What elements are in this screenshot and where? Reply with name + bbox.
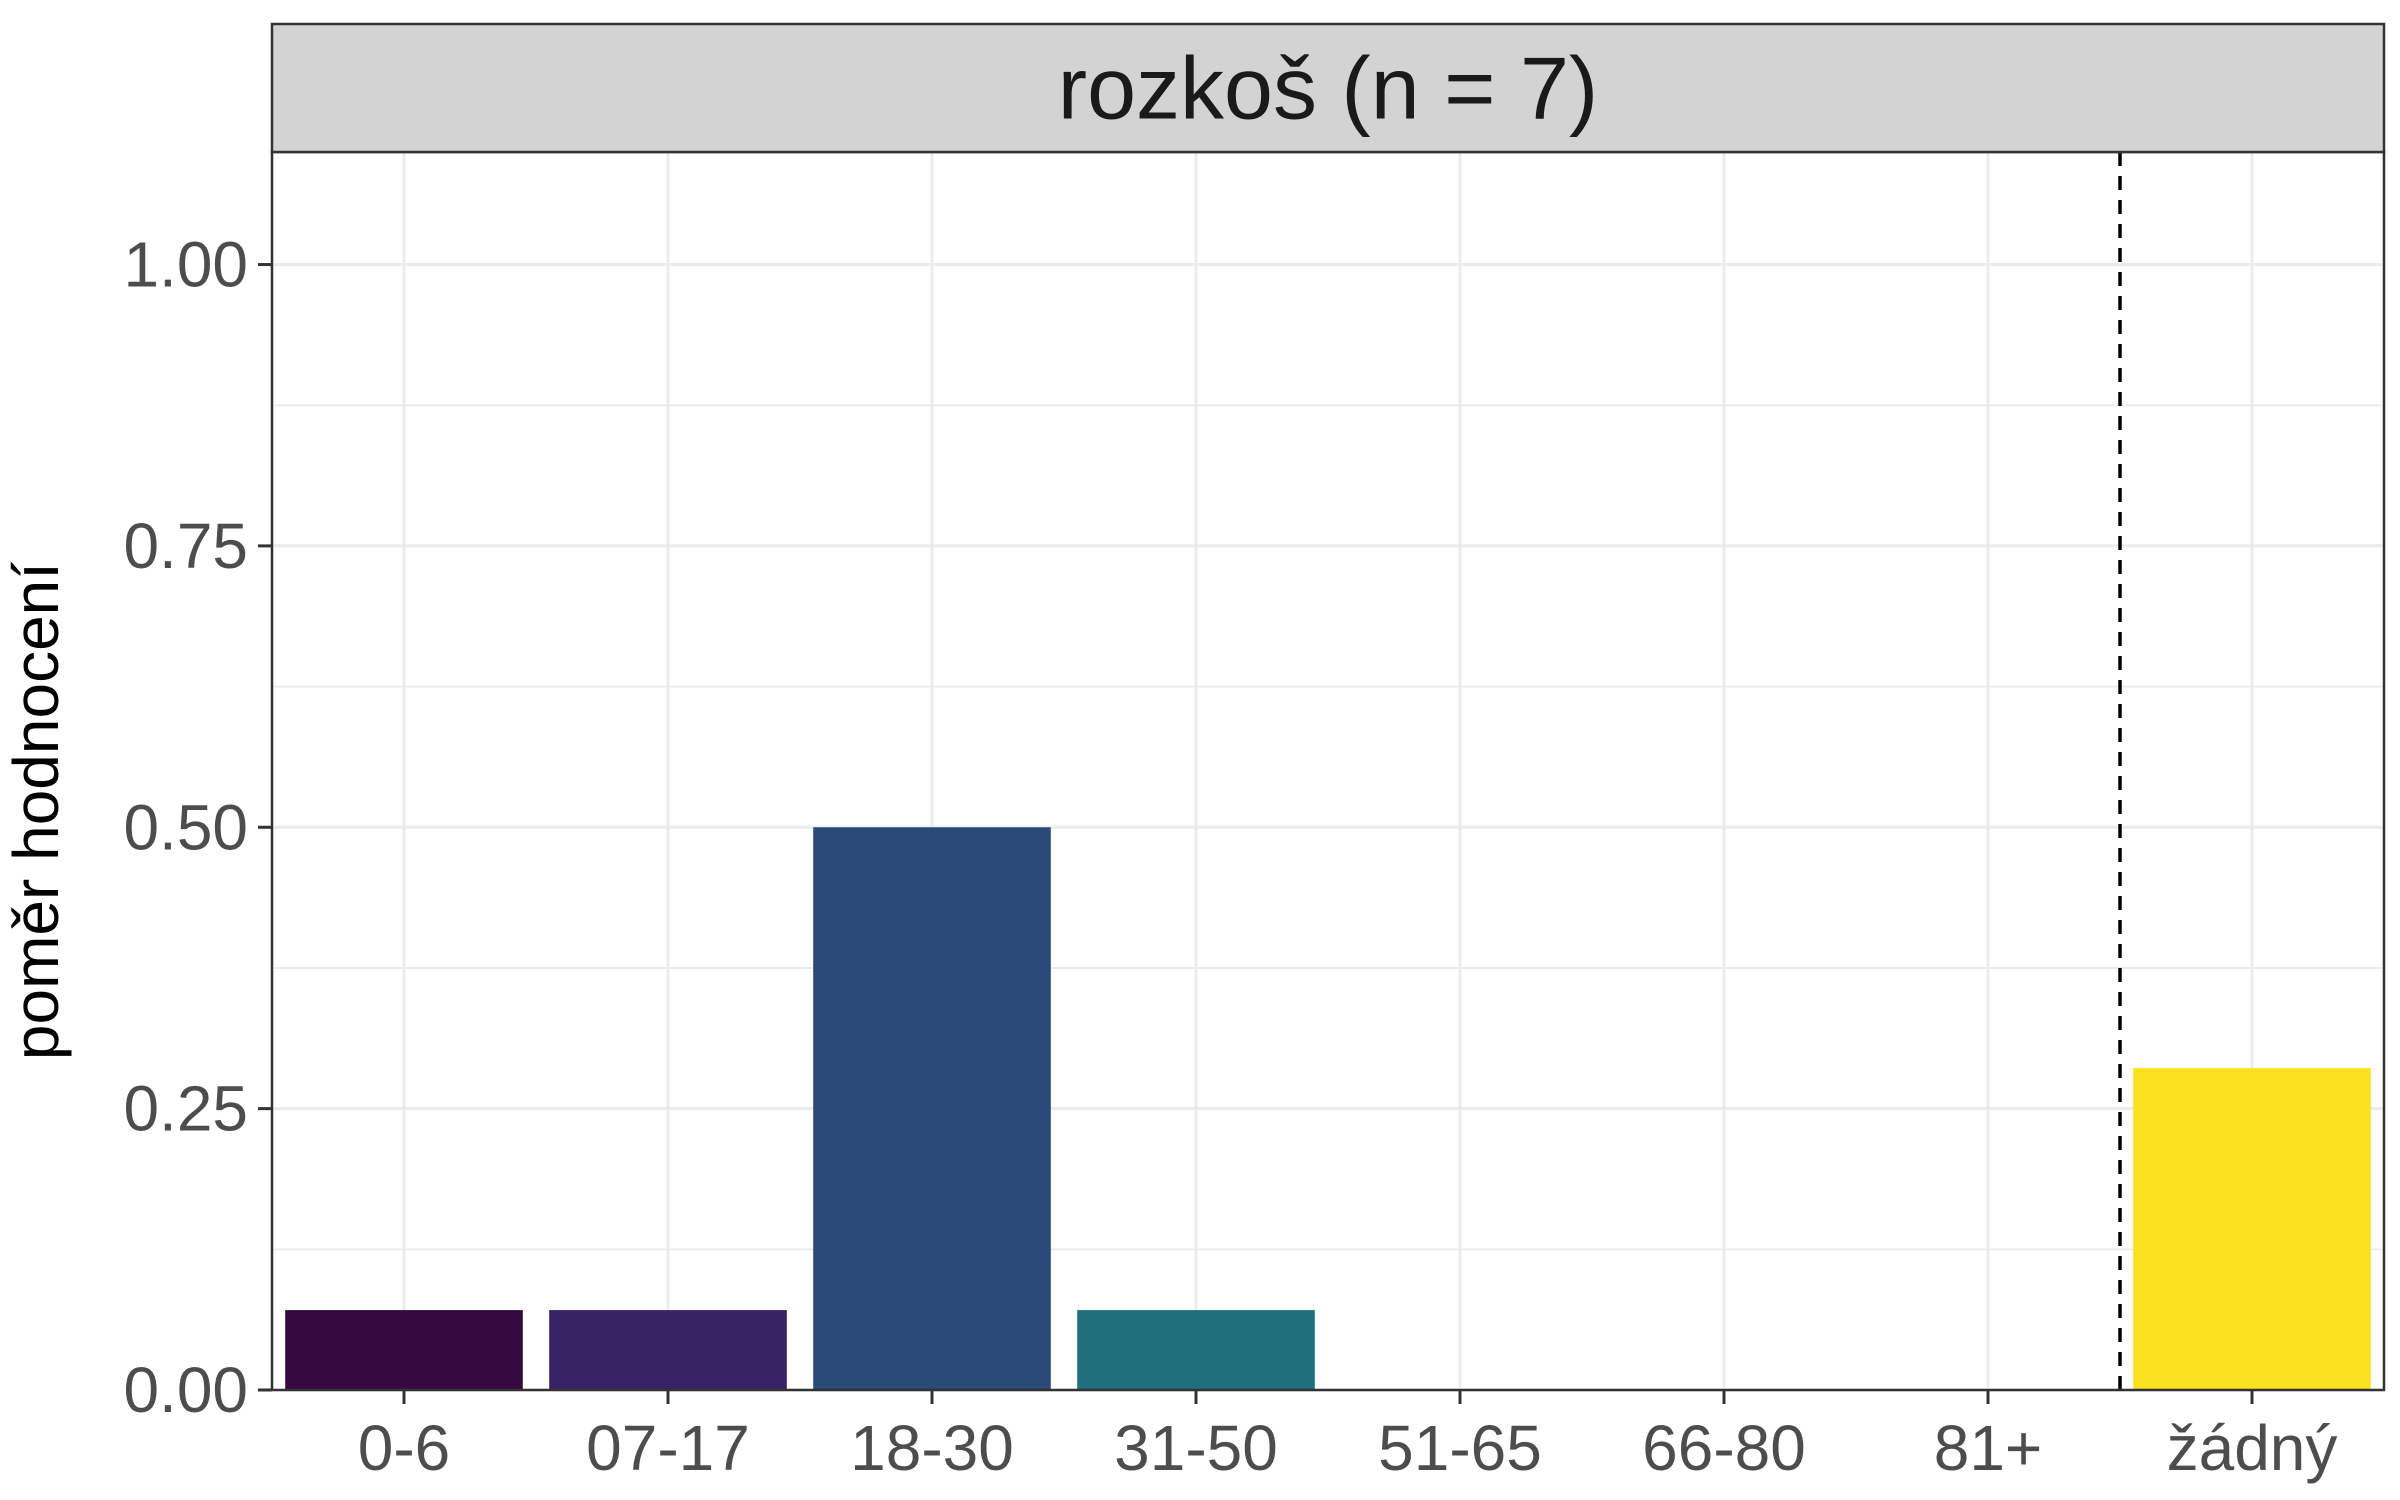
bar-0-6 [285, 1310, 523, 1390]
y-axis-title: poměr hodnocení [0, 562, 72, 1060]
x-tick-label: 07-17 [586, 1412, 750, 1484]
bar-31-50 [1077, 1310, 1315, 1390]
x-axis: 0-6 07-17 18-30 31-50 51-65 66-80 81+ žádný [358, 1390, 2338, 1484]
x-tick-label: žádný [2167, 1412, 2338, 1484]
x-tick-label: 51-65 [1378, 1412, 1542, 1484]
y-tick-label: 1.00 [123, 229, 248, 301]
bar-07-17 [549, 1310, 787, 1390]
y-tick-label: 0.75 [123, 510, 248, 582]
grid-lines [272, 152, 2384, 1392]
x-tick-label: 66-80 [1642, 1412, 1806, 1484]
bars [285, 827, 2371, 1390]
y-axis: 0.00 0.25 0.50 0.75 1.00 [123, 229, 272, 1426]
y-tick-label: 0.25 [123, 1073, 248, 1145]
facet-strip [270, 22, 2386, 154]
chart-title: rozkoš (n = 7) [1058, 39, 1598, 138]
y-tick-label: 0.50 [123, 791, 248, 863]
x-tick-label: 18-30 [850, 1412, 1014, 1484]
x-tick-label: 0-6 [358, 1412, 451, 1484]
bar-žádný [2133, 1068, 2371, 1390]
panel-border [270, 150, 2386, 1392]
y-tick-label: 0.00 [123, 1354, 248, 1426]
bar-18-30 [813, 827, 1051, 1390]
x-tick-label: 81+ [1934, 1412, 2043, 1484]
x-tick-label: 31-50 [1114, 1412, 1278, 1484]
